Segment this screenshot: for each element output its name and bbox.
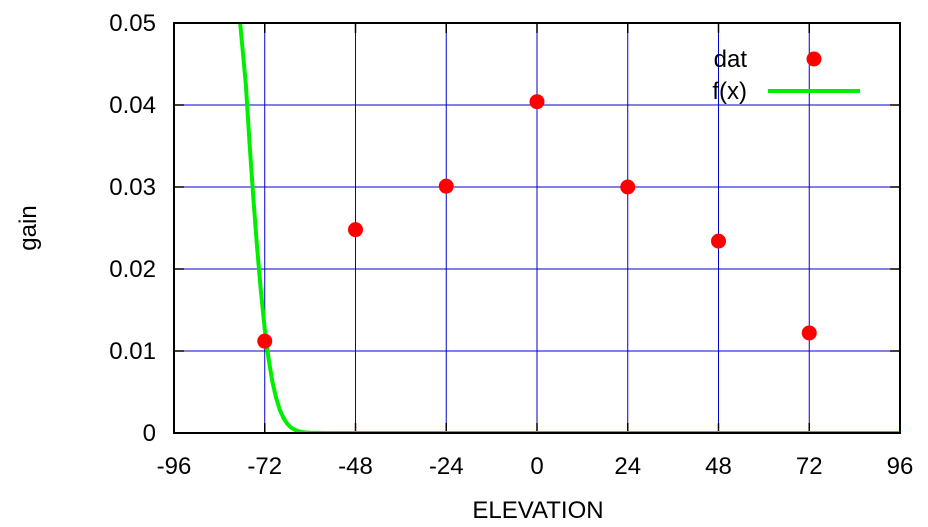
legend-label: f(x) [712, 78, 747, 105]
legend-label: dat [714, 46, 748, 73]
x-tick-label: -96 [157, 453, 192, 480]
grid-lines [174, 23, 900, 433]
y-tick-labels: 0 0.01 0.02 0.03 0.04 0.05 [109, 10, 156, 447]
plot-frame [173, 22, 901, 434]
series-line-fx [238, 23, 900, 433]
y-tick-label: 0.02 [109, 256, 156, 283]
x-tick-label: 0 [530, 453, 543, 480]
y-tick-label: 0.03 [109, 174, 156, 201]
y-axis-label: gain [15, 205, 42, 250]
x-axis-label: ELEVATION [472, 497, 603, 524]
y-tick-label: 0 [143, 420, 156, 447]
data-point [348, 222, 363, 238]
data-point [257, 333, 273, 349]
x-tick-label: 24 [614, 453, 641, 480]
x-tick-label: 96 [887, 453, 914, 480]
x-tick-label: -48 [338, 453, 373, 480]
y-tick-label: 0.05 [109, 10, 156, 37]
x-tick-label: 48 [705, 453, 732, 480]
y-tick-label: 0.01 [109, 338, 156, 365]
x-tick-label: -24 [429, 453, 464, 480]
data-point [711, 233, 726, 249]
x-tick-label: 72 [796, 453, 823, 480]
data-point [620, 179, 636, 195]
legend-marker-dat [806, 51, 822, 67]
y-tick-label: 0.04 [109, 92, 156, 119]
data-point [438, 178, 454, 194]
x-tick-labels: -96 -72 -48 -24 0 24 48 72 96 [157, 453, 914, 480]
x-tick-label: -72 [247, 453, 282, 480]
data-point [801, 325, 817, 341]
legend: dat f(x) [712, 46, 860, 105]
plot-series [238, 23, 900, 433]
data-point [529, 94, 545, 110]
